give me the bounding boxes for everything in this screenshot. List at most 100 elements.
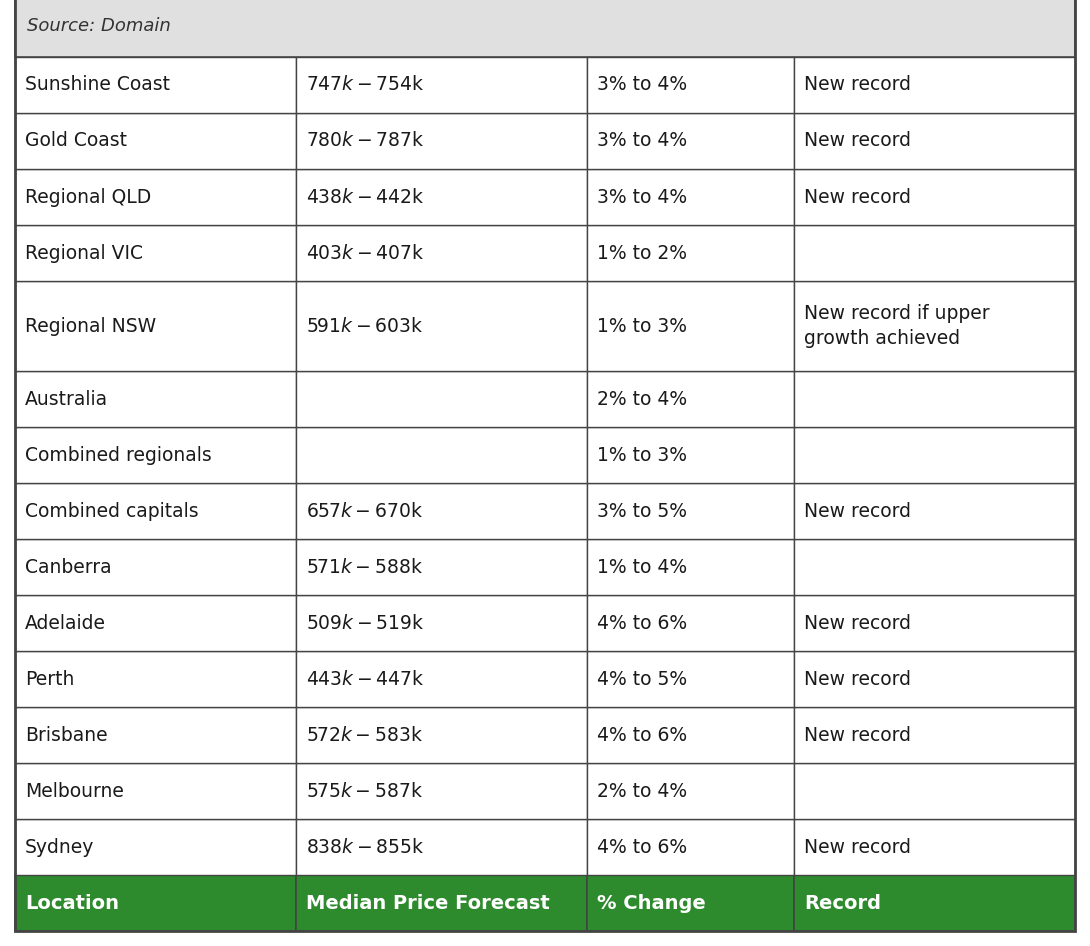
Text: 2% to 4%: 2% to 4%	[597, 390, 688, 409]
Bar	[795, 225, 1075, 281]
Bar	[295, 169, 588, 225]
Bar	[795, 113, 1075, 169]
Text: $572k - $583k: $572k - $583k	[306, 726, 423, 745]
Bar	[15, 819, 295, 875]
Bar	[15, 371, 295, 427]
Bar	[588, 225, 795, 281]
Bar	[15, 57, 295, 113]
Bar	[15, 651, 295, 707]
Text: $575k - $587k: $575k - $587k	[306, 781, 423, 800]
Text: $747k - $754k: $747k - $754k	[306, 76, 424, 95]
Bar	[795, 875, 1075, 931]
Bar	[295, 763, 588, 819]
Bar	[795, 539, 1075, 595]
Bar	[588, 651, 795, 707]
Bar	[295, 281, 588, 371]
Text: Median Price Forecast: Median Price Forecast	[306, 894, 549, 913]
Text: New record: New record	[804, 614, 911, 633]
Bar	[588, 539, 795, 595]
Text: Perth: Perth	[25, 670, 74, 689]
Bar	[795, 819, 1075, 875]
Bar	[15, 595, 295, 651]
Text: New record: New record	[804, 726, 911, 745]
Text: $591k - $603k: $591k - $603k	[306, 317, 423, 336]
Text: Regional VIC: Regional VIC	[25, 243, 143, 262]
Bar	[795, 169, 1075, 225]
Bar	[588, 281, 795, 371]
Text: $571k - $588k: $571k - $588k	[306, 557, 423, 576]
Bar	[795, 371, 1075, 427]
Bar	[15, 225, 295, 281]
Bar	[295, 371, 588, 427]
Bar	[795, 763, 1075, 819]
Text: New record: New record	[804, 501, 911, 520]
Bar	[588, 819, 795, 875]
Text: Source: Domain: Source: Domain	[27, 17, 171, 35]
Text: Brisbane: Brisbane	[25, 726, 108, 745]
Bar	[295, 651, 588, 707]
Text: Location: Location	[25, 894, 119, 913]
Bar	[588, 113, 795, 169]
Text: $657k - $670k: $657k - $670k	[306, 501, 423, 520]
Bar	[15, 169, 295, 225]
Text: New record: New record	[804, 131, 911, 150]
Text: $780k - $787k: $780k - $787k	[306, 131, 424, 150]
Bar	[15, 113, 295, 169]
Text: 1% to 2%: 1% to 2%	[597, 243, 688, 262]
Text: 4% to 5%: 4% to 5%	[597, 670, 688, 689]
Text: 3% to 4%: 3% to 4%	[597, 76, 688, 95]
Bar	[795, 281, 1075, 371]
Text: $443k - $447k: $443k - $447k	[306, 670, 424, 689]
Bar	[588, 169, 795, 225]
Text: Combined regionals: Combined regionals	[25, 446, 211, 464]
Bar	[295, 225, 588, 281]
Text: Australia: Australia	[25, 390, 108, 409]
Bar	[15, 0, 1075, 57]
Bar	[295, 539, 588, 595]
Bar	[15, 427, 295, 483]
Text: 1% to 4%: 1% to 4%	[597, 557, 688, 576]
Text: Sunshine Coast: Sunshine Coast	[25, 76, 170, 95]
Text: 4% to 6%: 4% to 6%	[597, 614, 688, 633]
Text: Sydney: Sydney	[25, 837, 95, 856]
Text: $509k - $519k: $509k - $519k	[306, 614, 424, 633]
Bar	[588, 427, 795, 483]
Text: % Change: % Change	[597, 894, 706, 913]
Bar	[588, 875, 795, 931]
Bar	[588, 483, 795, 539]
Bar	[795, 57, 1075, 113]
Bar	[588, 707, 795, 763]
Bar	[15, 875, 295, 931]
Text: $438k - $442k: $438k - $442k	[306, 187, 424, 206]
Bar	[295, 875, 588, 931]
Text: Regional QLD: Regional QLD	[25, 187, 152, 206]
Bar	[15, 483, 295, 539]
Text: 3% to 5%: 3% to 5%	[597, 501, 688, 520]
Bar	[15, 763, 295, 819]
Text: New record if upper
growth achieved: New record if upper growth achieved	[804, 305, 990, 347]
Bar	[588, 371, 795, 427]
Bar	[15, 281, 295, 371]
Text: New record: New record	[804, 670, 911, 689]
Text: 3% to 4%: 3% to 4%	[597, 187, 688, 206]
Text: Regional NSW: Regional NSW	[25, 317, 156, 336]
Text: 1% to 3%: 1% to 3%	[597, 446, 688, 464]
Bar	[795, 483, 1075, 539]
Text: Melbourne: Melbourne	[25, 781, 124, 800]
Text: Canberra: Canberra	[25, 557, 111, 576]
Bar	[795, 427, 1075, 483]
Bar	[295, 483, 588, 539]
Text: 2% to 4%: 2% to 4%	[597, 781, 688, 800]
Text: Combined capitals: Combined capitals	[25, 501, 198, 520]
Bar	[795, 651, 1075, 707]
Bar	[588, 57, 795, 113]
Bar	[295, 819, 588, 875]
Text: Gold Coast: Gold Coast	[25, 131, 128, 150]
Text: Record: Record	[804, 894, 881, 913]
Bar	[295, 595, 588, 651]
Text: $403k - $407k: $403k - $407k	[306, 243, 424, 262]
Text: New record: New record	[804, 187, 911, 206]
Bar	[588, 595, 795, 651]
Text: 1% to 3%: 1% to 3%	[597, 317, 688, 336]
Bar	[295, 427, 588, 483]
